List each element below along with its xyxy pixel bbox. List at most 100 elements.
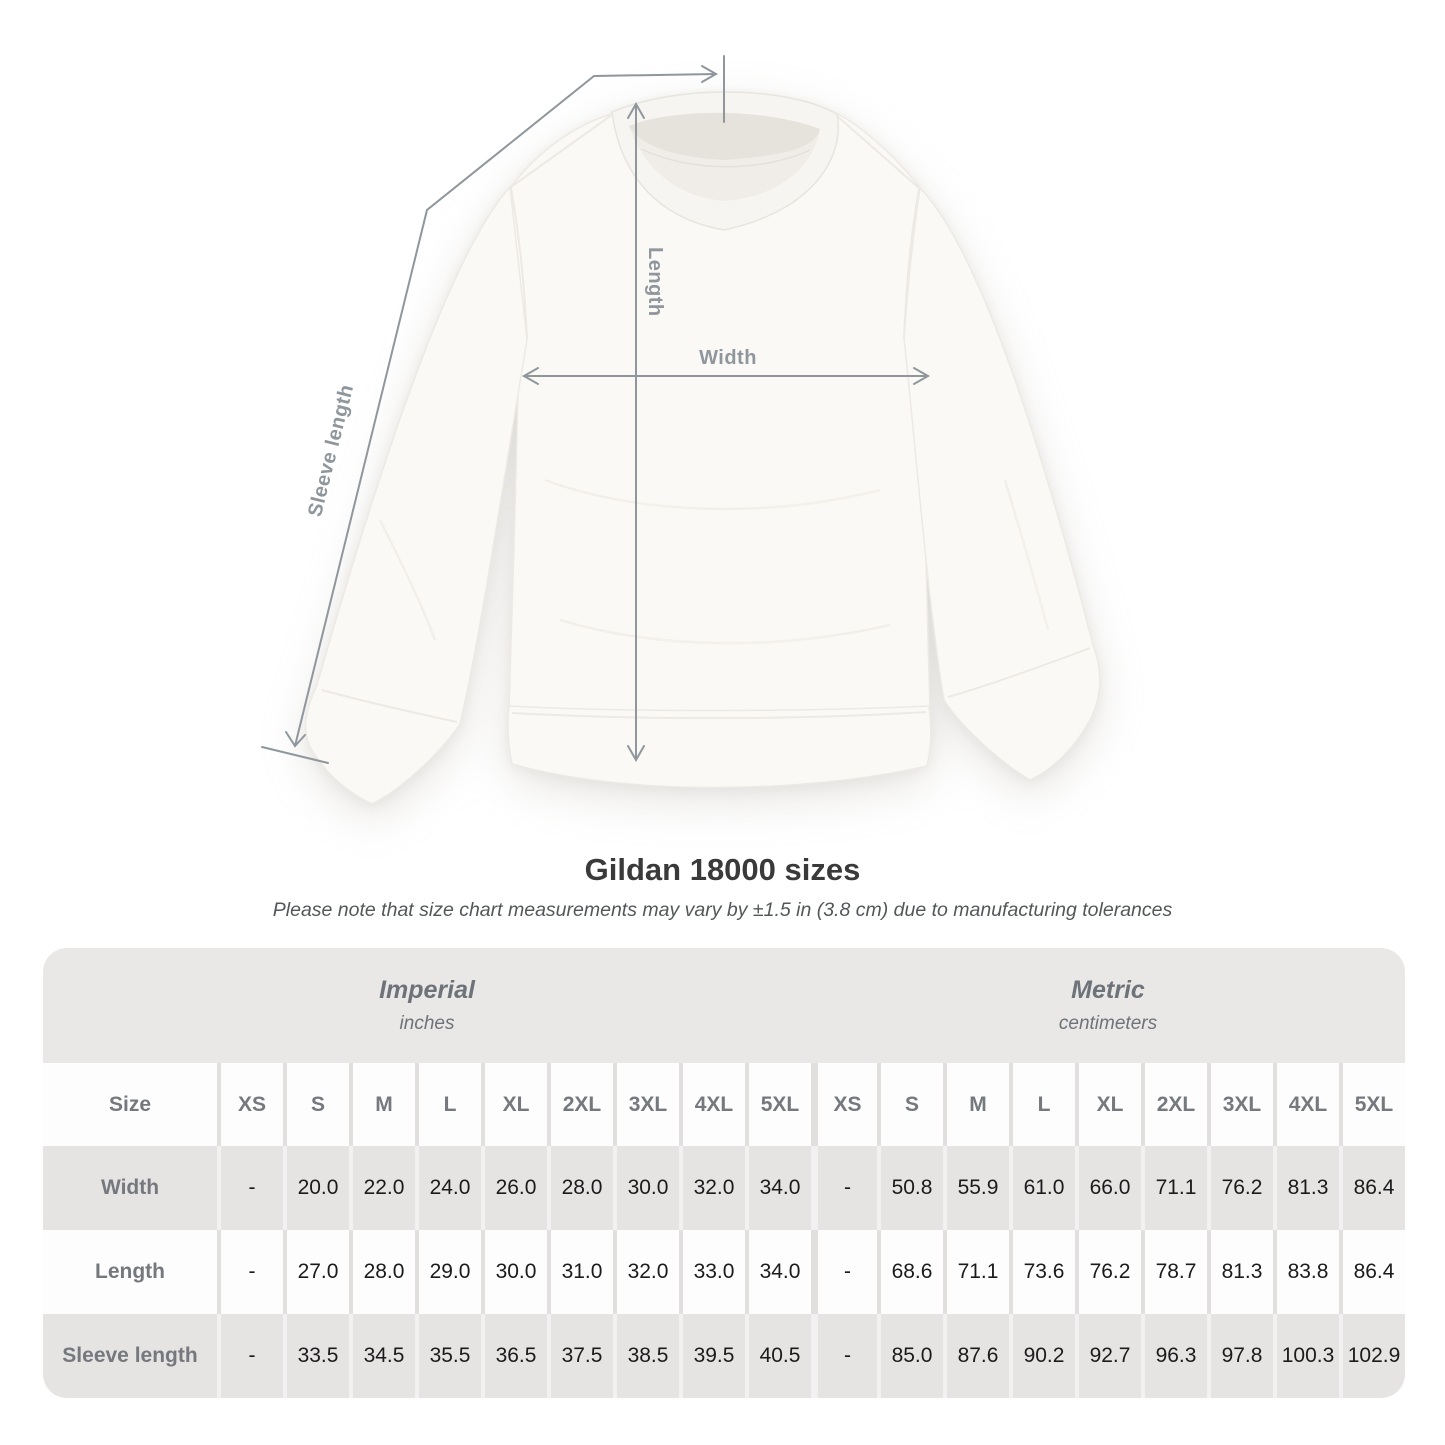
width-imperial-m: 22.0: [349, 1146, 415, 1230]
imperial-col-header-3xl: 3XL: [613, 1063, 679, 1146]
sweatshirt-photo: [304, 91, 1101, 805]
length-imperial-5xl: 34.0: [745, 1230, 811, 1314]
metric-col-header-3xl: 3XL: [1207, 1063, 1273, 1146]
collar-opening-shadow: [629, 112, 820, 160]
sleeve-length-metric-xl: 92.7: [1075, 1314, 1141, 1398]
width-imperial-2xl: 28.0: [547, 1146, 613, 1230]
length-metric-5xl: 86.4: [1339, 1230, 1405, 1314]
width-imperial-s: 20.0: [283, 1146, 349, 1230]
sleeve-measure-label: Sleeve length: [304, 382, 358, 519]
sweatshirt-right-sleeve: [903, 186, 1101, 781]
length-imperial-xs: -: [217, 1230, 283, 1314]
sleeve-length-metric-5xl: 102.9: [1339, 1314, 1405, 1398]
sleeve-length-imperial-2xl: 37.5: [547, 1314, 613, 1398]
sleeve-length-metric-m: 87.6: [943, 1314, 1009, 1398]
sleeve-length-imperial-3xl: 38.5: [613, 1314, 679, 1398]
sweatshirt-waistband: [507, 705, 932, 789]
sleeve-length-imperial-m: 34.5: [349, 1314, 415, 1398]
sweatshirt-seams: [321, 113, 1091, 723]
width-imperial-xl: 26.0: [481, 1146, 547, 1230]
imperial-col-header-xl: XL: [481, 1063, 547, 1146]
metric-col-header-5xl: 5XL: [1339, 1063, 1405, 1146]
sleeve-length-imperial-5xl: 40.5: [745, 1314, 811, 1398]
length-imperial-3xl: 32.0: [613, 1230, 679, 1314]
width-measure-label: Width: [699, 347, 757, 369]
length-imperial-2xl: 31.0: [547, 1230, 613, 1314]
length-measure-line: [627, 101, 645, 763]
metric-col-header-m: M: [943, 1063, 1009, 1146]
length-metric-xs: -: [811, 1230, 877, 1314]
width-imperial-3xl: 30.0: [613, 1146, 679, 1230]
width-metric-4xl: 81.3: [1273, 1146, 1339, 1230]
imperial-col-header-xs: XS: [217, 1063, 283, 1146]
imperial-col-header-2xl: 2XL: [547, 1063, 613, 1146]
page-title: Gildan 18000 sizes: [584, 852, 861, 887]
imperial-col-header-s: S: [283, 1063, 349, 1146]
length-imperial-xl: 30.0: [481, 1230, 547, 1314]
sleeve-length-imperial-4xl: 39.5: [679, 1314, 745, 1398]
metric-section-title: Metric: [1071, 976, 1145, 1004]
width-imperial-xs: -: [217, 1146, 283, 1230]
sleeve-length-metric-xs: -: [811, 1314, 877, 1398]
sleeve-length-imperial-s: 33.5: [283, 1314, 349, 1398]
length-imperial-l: 29.0: [415, 1230, 481, 1314]
width-metric-xs: -: [811, 1146, 877, 1230]
width-measure-line: [521, 367, 931, 385]
sweatshirt-diagram: Length Width Sleeve length: [261, 55, 1101, 805]
length-imperial-4xl: 33.0: [679, 1230, 745, 1314]
metric-col-header-l: L: [1009, 1063, 1075, 1146]
row-label-sleeve-length: Sleeve length: [43, 1314, 217, 1398]
length-metric-2xl: 78.7: [1141, 1230, 1207, 1314]
width-imperial-5xl: 34.0: [745, 1146, 811, 1230]
width-metric-3xl: 76.2: [1207, 1146, 1273, 1230]
metric-section-unit: centimeters: [1058, 1013, 1158, 1034]
sleeve-length-metric-l: 90.2: [1009, 1314, 1075, 1398]
sleeve-length-metric-2xl: 96.3: [1141, 1314, 1207, 1398]
length-measure-label: Length: [644, 247, 666, 317]
imperial-col-header-m: M: [349, 1063, 415, 1146]
width-imperial-l: 24.0: [415, 1146, 481, 1230]
length-metric-m: 71.1: [943, 1230, 1009, 1314]
imperial-col-header-4xl: 4XL: [679, 1063, 745, 1146]
metric-col-header-s: S: [877, 1063, 943, 1146]
imperial-section-header: Imperial inches: [43, 948, 811, 1063]
sweatshirt-left-sleeve: [304, 185, 528, 805]
imperial-col-header-l: L: [415, 1063, 481, 1146]
size-table: Imperial inches Metric centimeters Size X…: [43, 948, 1405, 1398]
metric-section-header: Metric centimeters: [811, 948, 1405, 1063]
row-label-length: Length: [43, 1230, 217, 1314]
collar-stitch: [640, 148, 811, 168]
row-label-width: Width: [43, 1146, 217, 1230]
metric-col-header-4xl: 4XL: [1273, 1063, 1339, 1146]
length-metric-3xl: 81.3: [1207, 1230, 1273, 1314]
width-imperial-4xl: 32.0: [679, 1146, 745, 1230]
width-metric-5xl: 86.4: [1339, 1146, 1405, 1230]
title-block: Gildan 18000 sizes Please note that size…: [0, 852, 1445, 922]
size-corner-header: Size: [43, 1063, 217, 1146]
length-imperial-m: 28.0: [349, 1230, 415, 1314]
sleeve-length-imperial-xl: 36.5: [481, 1314, 547, 1398]
length-metric-s: 68.6: [877, 1230, 943, 1314]
imperial-col-header-5xl: 5XL: [745, 1063, 811, 1146]
metric-col-header-xl: XL: [1075, 1063, 1141, 1146]
width-metric-xl: 66.0: [1075, 1146, 1141, 1230]
imperial-section-unit: inches: [399, 1013, 455, 1034]
page-subtitle: Please note that size chart measurements…: [272, 899, 1173, 921]
width-metric-2xl: 71.1: [1141, 1146, 1207, 1230]
sleeve-length-metric-4xl: 100.3: [1273, 1314, 1339, 1398]
sleeve-length-metric-3xl: 97.8: [1207, 1314, 1273, 1398]
sleeve-length-metric-s: 85.0: [877, 1314, 943, 1398]
metric-col-header-xs: XS: [811, 1063, 877, 1146]
width-metric-m: 55.9: [943, 1146, 1009, 1230]
length-metric-4xl: 83.8: [1273, 1230, 1339, 1314]
sleeve-measure-line: [261, 55, 725, 764]
width-metric-l: 61.0: [1009, 1146, 1075, 1230]
metric-col-header-2xl: 2XL: [1141, 1063, 1207, 1146]
sleeve-length-imperial-xs: -: [217, 1314, 283, 1398]
length-imperial-s: 27.0: [283, 1230, 349, 1314]
imperial-section-title: Imperial: [379, 976, 475, 1004]
length-metric-xl: 76.2: [1075, 1230, 1141, 1314]
fabric-creases: [378, 478, 1050, 645]
length-metric-l: 73.6: [1009, 1230, 1075, 1314]
